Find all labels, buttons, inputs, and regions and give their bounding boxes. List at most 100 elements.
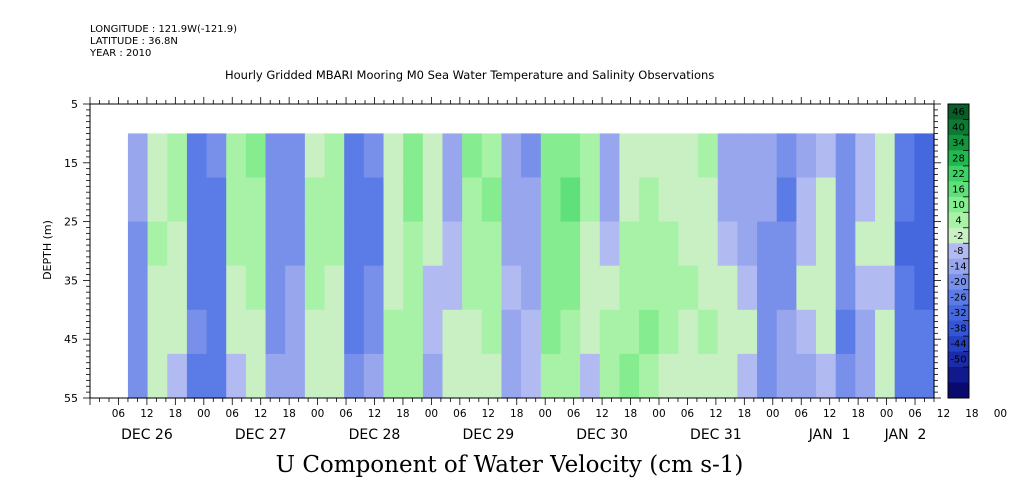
heatmap-cell [186, 353, 208, 399]
heatmap-cell [127, 353, 149, 399]
heatmap-cell [265, 309, 286, 355]
x-hour-label: 18 [169, 408, 182, 420]
heatmap-cell [619, 265, 640, 311]
heatmap-cell [147, 177, 168, 223]
y-tick-label: 15 [64, 157, 78, 170]
heatmap-cell [698, 177, 719, 223]
heatmap-cell [285, 309, 306, 355]
heatmap-cell [835, 221, 856, 267]
heatmap-cell [914, 265, 935, 311]
heatmap-cell [206, 265, 227, 311]
heatmap-cell [855, 353, 876, 399]
x-hour-label: 06 [226, 408, 240, 420]
heatmap-cell [678, 309, 699, 355]
heatmap-cell [737, 265, 758, 311]
heatmap-cell [580, 221, 601, 267]
heatmap-cell [245, 133, 267, 179]
heatmap-cell [796, 353, 817, 399]
heatmap-cell [462, 265, 483, 311]
variable-label: U Component of Water Velocity (cm s-1) [0, 452, 1009, 478]
heatmap-cell [658, 265, 680, 311]
heatmap-cell [835, 177, 856, 223]
heatmap-cell [639, 265, 660, 311]
x-date-label: JAN 1 [808, 427, 851, 443]
heatmap-cell [383, 309, 404, 355]
heatmap-cell [855, 177, 876, 223]
heatmap-cell [737, 133, 758, 179]
heatmap-cell [698, 353, 719, 399]
heatmap-cell [344, 353, 365, 399]
heatmap-cell [737, 177, 758, 223]
x-hour-label: 00 [197, 408, 210, 420]
heatmap-cell [580, 265, 601, 311]
heatmap-cell [147, 133, 168, 179]
heatmap-cell [776, 221, 797, 267]
heatmap-cell [599, 177, 621, 223]
location-metadata: LONGITUDE : 121.9W(-121.9) LATITUDE : 36… [90, 24, 237, 60]
heatmap-cell [245, 177, 267, 223]
heatmap-cell [580, 309, 601, 355]
y-tick-label: 45 [64, 333, 78, 346]
heatmap-cell [698, 265, 719, 311]
heatmap-cell [147, 353, 168, 399]
heatmap-cell [285, 177, 306, 223]
colorbar-swatch [948, 165, 969, 182]
heatmap-cell [147, 265, 168, 311]
colorbar: 46 40 34 28 22 16 10 4 -2 -8 -14 -20 -26 -32 -38 -44 -50 [947, 103, 970, 399]
heatmap-cell [816, 309, 837, 355]
heatmap-cell [521, 221, 542, 267]
heatmap-cell [796, 221, 817, 267]
heatmap-cell [816, 133, 837, 179]
heatmap-cell [186, 177, 208, 223]
heatmap-cell [245, 309, 267, 355]
heatmap-cell [147, 309, 168, 355]
heatmap-cell [914, 353, 935, 399]
x-hour-label: 18 [396, 408, 409, 420]
heatmap-cell [796, 309, 817, 355]
colorbar-swatch [948, 274, 969, 291]
heatmap-cell [894, 353, 915, 399]
x-hour-label: 12 [937, 408, 950, 420]
heatmap-cell [678, 221, 699, 267]
heatmap-cell [481, 309, 503, 355]
heatmap-cell [481, 265, 503, 311]
heatmap-cell [875, 353, 896, 399]
heatmap-cell [127, 265, 149, 311]
y-tick-label: 55 [64, 392, 78, 405]
heatmap-cell [481, 133, 503, 179]
x-hour-label: 12 [823, 408, 836, 420]
heatmap-cell [324, 221, 345, 267]
y-tick-label: 35 [64, 274, 78, 287]
x-date-label: DEC 26 [121, 427, 173, 443]
colorbar-swatch [948, 336, 969, 353]
colorbar-label: 10 [952, 200, 965, 211]
x-date-label: DEC 30 [576, 427, 628, 443]
heatmap-cell [639, 133, 660, 179]
x-hour-label: 06 [567, 408, 581, 420]
heatmap-cell [442, 353, 463, 399]
heatmap-cell [835, 309, 856, 355]
heatmap-cell [501, 177, 522, 223]
colorbar-label: 16 [952, 184, 965, 195]
heatmap-cell [776, 177, 797, 223]
heatmap-cell [304, 309, 326, 355]
heatmap-cell [186, 133, 208, 179]
heatmap-cell [894, 309, 915, 355]
heatmap-cell [894, 133, 915, 179]
heatmap-cell [894, 177, 915, 223]
colorbar-swatch [948, 367, 969, 384]
heatmap-cell [560, 309, 581, 355]
heatmap-cell [383, 265, 404, 311]
x-date-label: DEC 27 [235, 427, 287, 443]
heatmap-cell [776, 265, 797, 311]
heatmap-cell [757, 133, 778, 179]
heatmap-cell [304, 133, 326, 179]
heatmap-cell [186, 265, 208, 311]
heatmap-cell [167, 353, 188, 399]
heatmap-cell [619, 353, 640, 399]
heatmap-cell [855, 221, 876, 267]
heatmap-cell [717, 221, 738, 267]
heatmap-cell [383, 177, 404, 223]
colorbar-swatch [948, 134, 969, 151]
colorbar-swatch [948, 305, 969, 322]
